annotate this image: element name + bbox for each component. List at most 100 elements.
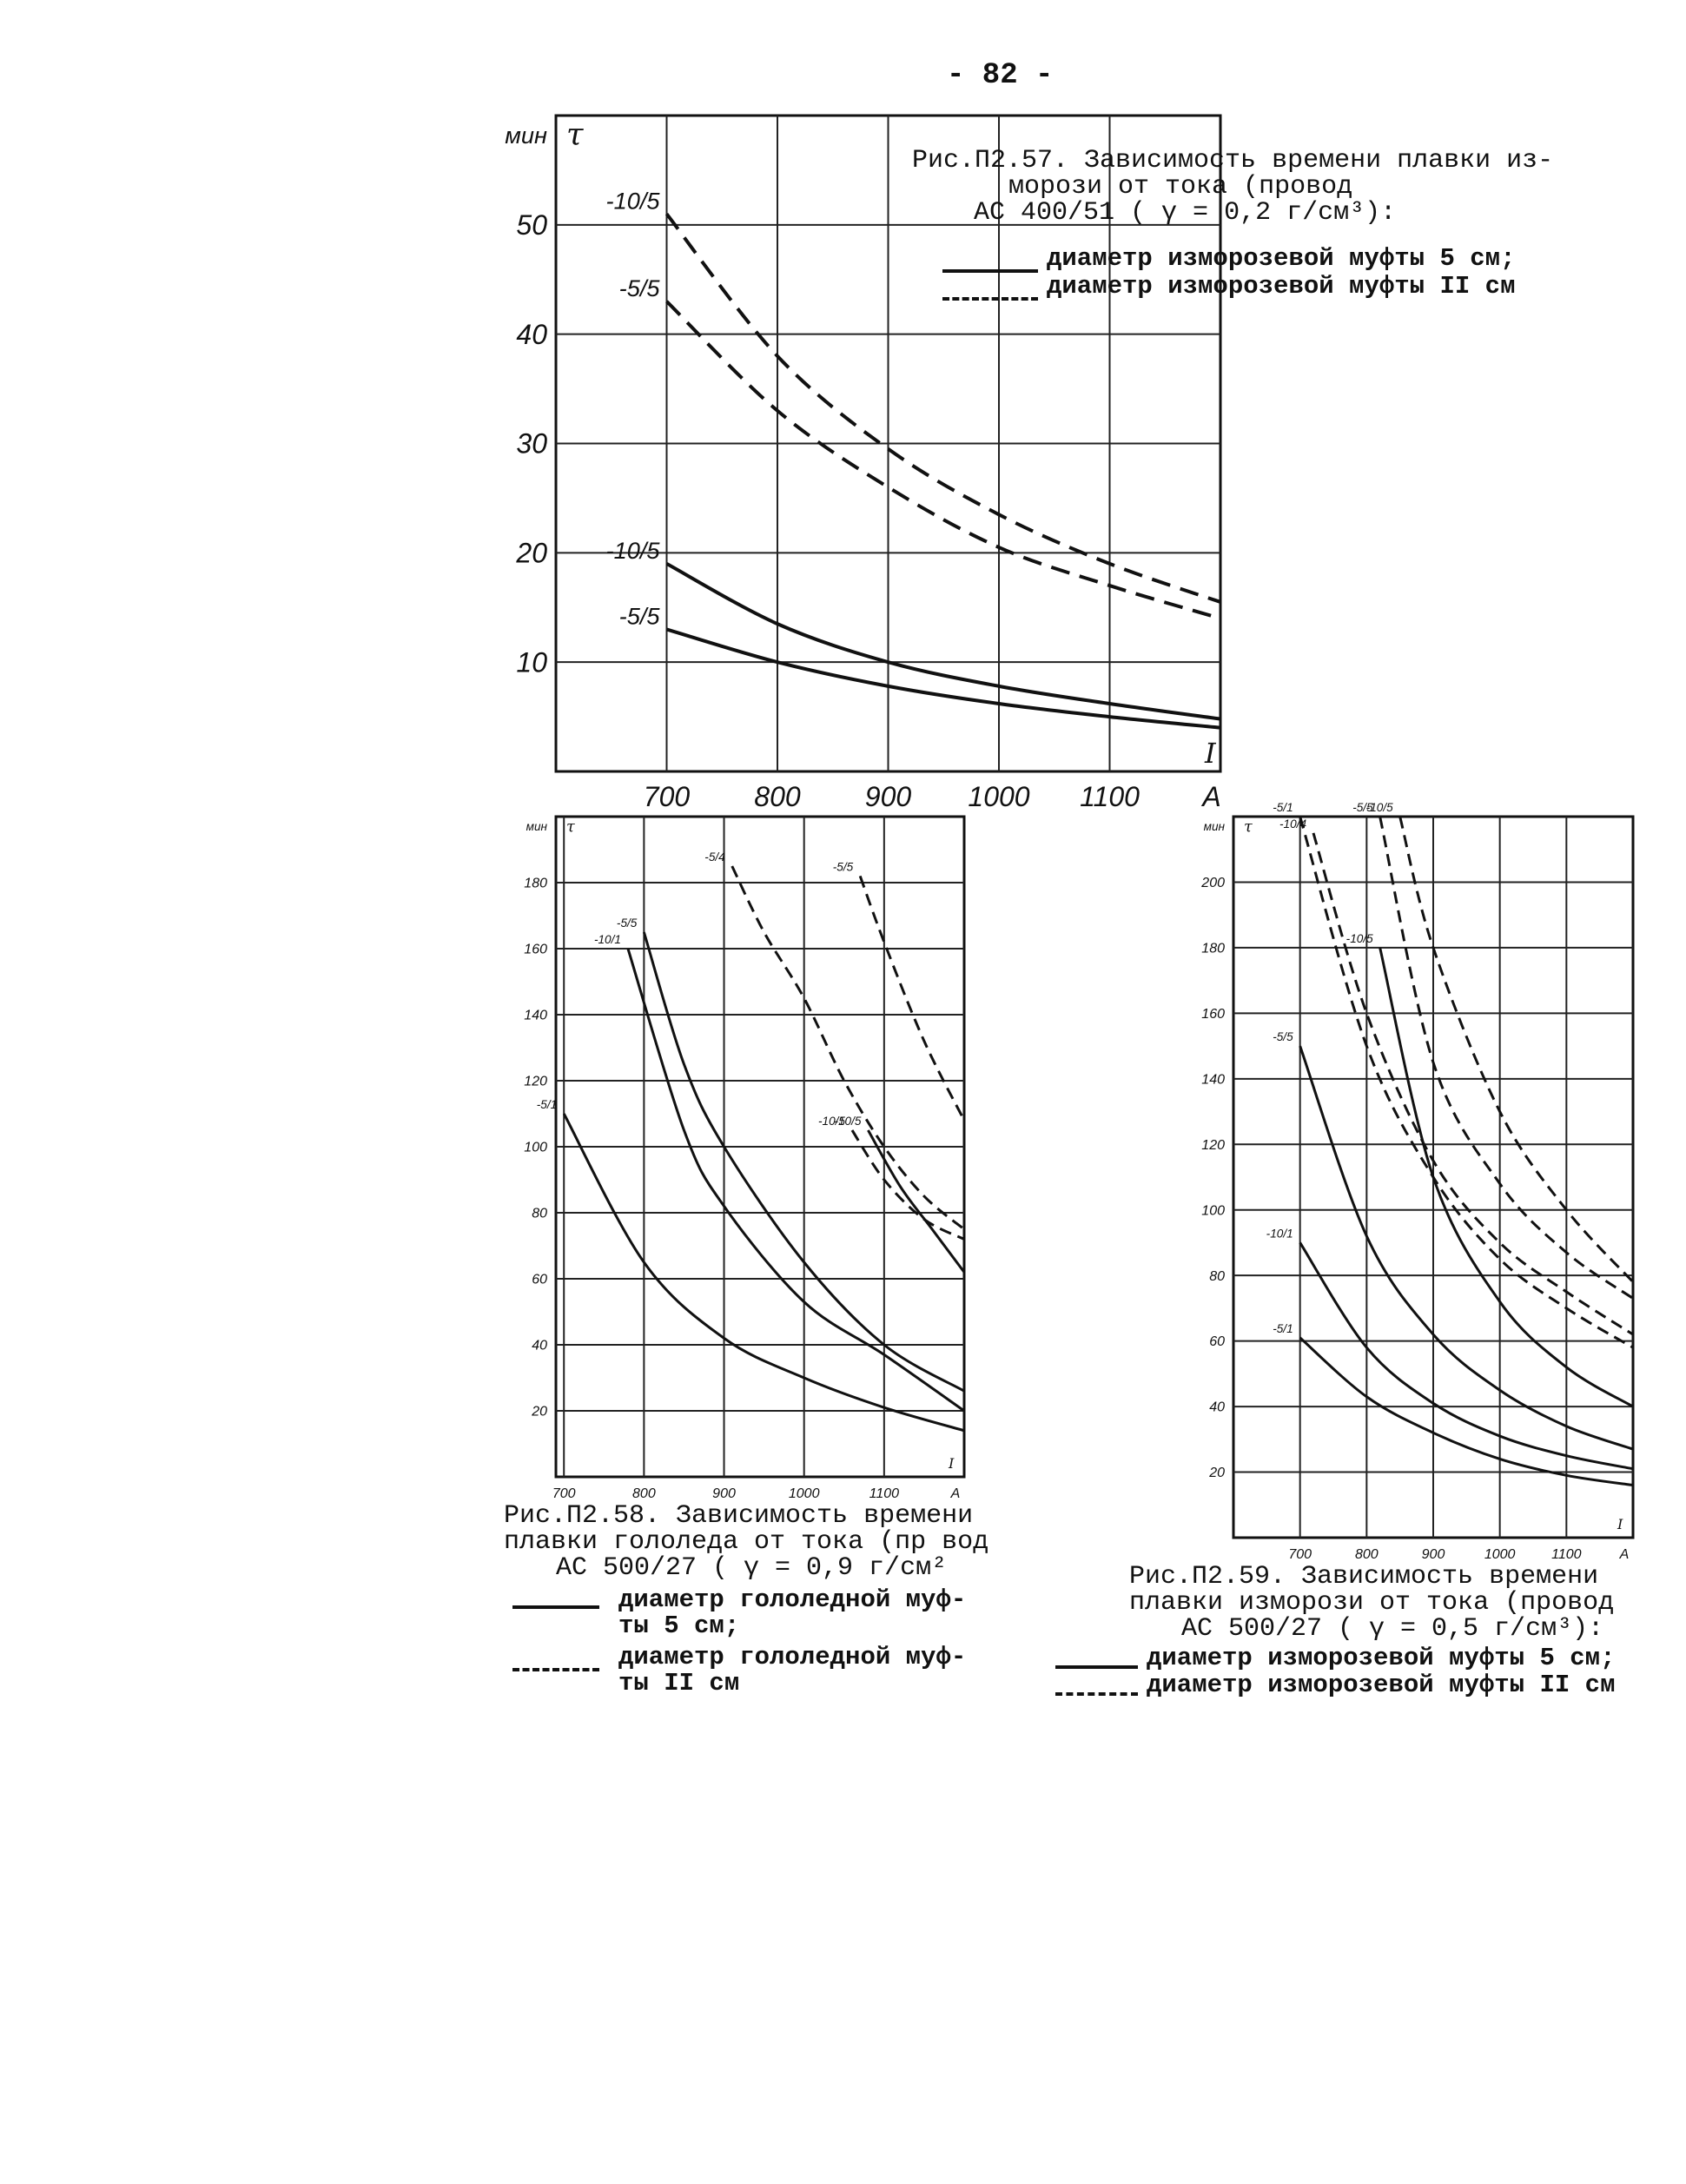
x-unit-label: A (1200, 781, 1220, 812)
series-line-solid (1299, 1336, 1634, 1487)
y-tick-label: 140 (1201, 1072, 1225, 1087)
series-line-solid (642, 931, 965, 1393)
series-line-dashed (850, 1129, 965, 1241)
caption-fig59: Рис.П2.59. Зависимость времени плавки из… (1129, 1564, 1614, 1642)
series-line-solid (665, 562, 1221, 721)
x-tick-label: 1100 (1080, 781, 1140, 812)
y-tick-label: 180 (524, 877, 547, 891)
series-line-dashed (665, 300, 1221, 620)
x-tick-label: 700 (1288, 1547, 1312, 1562)
y-unit-label: мин (505, 122, 547, 149)
y-symbol-label: τ (566, 117, 584, 153)
y-tick-label: 160 (524, 943, 547, 957)
y-symbol-label: τ (566, 818, 575, 836)
series-line-dashed (858, 875, 966, 1122)
x-tick-label: 900 (1422, 1547, 1445, 1562)
caption-line: плавки гололеда от тока (пр вод (504, 1527, 989, 1557)
x-tick-label: 1100 (869, 1486, 900, 1501)
y-tick-label: 20 (531, 1405, 547, 1420)
y-tick-label: 20 (1208, 1466, 1225, 1480)
page-number: - 82 - (947, 59, 1054, 92)
caption-line: плавки изморози от тока (провод (1129, 1588, 1615, 1618)
y-tick-label: 40 (516, 319, 547, 350)
series-label: -10/1 (1266, 1227, 1293, 1240)
caption-line: морози от тока (провод (1008, 172, 1353, 202)
series-label: -5/5 (833, 860, 854, 873)
series-label: -10/5 (1366, 801, 1393, 814)
series-line-dashed (731, 865, 965, 1231)
series-line-solid (867, 1129, 966, 1274)
series-label: -5/5 (1273, 1030, 1293, 1043)
caption-line: Рис.П2.57. Зависимость времени плавки из… (912, 146, 1554, 175)
series-line-solid (626, 948, 965, 1413)
series-line-solid (1299, 1241, 1634, 1471)
x-symbol-label: I (1617, 1516, 1623, 1532)
y-tick-label: 40 (532, 1339, 547, 1353)
series-line-solid (665, 627, 1221, 730)
caption-line: АС 500/27 ( γ = 0,5 г/см³): (1181, 1614, 1604, 1644)
legend-solid-line (1055, 1665, 1138, 1669)
series-line-dashed (1312, 832, 1634, 1336)
legend-dashed-line (942, 297, 1038, 301)
y-tick-label: 100 (524, 1141, 547, 1155)
y-tick-label: 120 (524, 1075, 547, 1089)
x-tick-label: 700 (552, 1486, 576, 1501)
series-label: -10/5 (606, 187, 661, 214)
y-tick-label: 60 (1209, 1334, 1225, 1349)
series-label: -5/4 (704, 850, 725, 864)
series-label: -5/5 (1352, 801, 1373, 814)
series-label: -10/1 (594, 933, 621, 946)
legend-text: диаметр гололедной муф- (618, 1585, 967, 1614)
series-line-solid (562, 1113, 965, 1433)
y-tick-label: 80 (532, 1207, 547, 1221)
y-tick-label: 60 (532, 1273, 547, 1287)
series-label: -5/5 (619, 275, 661, 301)
x-tick-label: 800 (754, 781, 801, 812)
x-tick-label: 1000 (1484, 1547, 1516, 1562)
x-symbol-label: I (948, 1455, 955, 1472)
y-tick-label: 180 (1201, 942, 1225, 956)
y-tick-label: 160 (1201, 1007, 1225, 1022)
y-tick-label: 200 (1200, 876, 1225, 890)
series-label: -5/1 (537, 1098, 557, 1111)
x-tick-label: 900 (712, 1486, 736, 1501)
legend-text: диаметр изморозевой муфты 5 см; (1147, 1644, 1616, 1672)
series-line-dashed (664, 213, 1221, 604)
x-tick-label: 800 (632, 1486, 656, 1501)
caption-line: АС 400/51 ( γ = 0,2 г/см³): (974, 198, 1397, 228)
legend-text: диаметр изморозевой муфты II см (1147, 1671, 1616, 1699)
series-label: -5/1 (1273, 1322, 1293, 1335)
legend-dashed-line (1055, 1692, 1138, 1696)
series-line-dashed (1299, 816, 1634, 1349)
x-tick-label: 900 (865, 781, 912, 812)
x-unit-label: A (950, 1486, 961, 1501)
series-line-solid (1379, 947, 1634, 1408)
caption-line: Рис.П2.58. Зависимость времени (504, 1501, 974, 1531)
caption-line: Рис.П2.59. Зависимость времени (1129, 1562, 1599, 1592)
legend-text: ты 5 см; (618, 1612, 740, 1640)
series-label: -10/5 (1346, 932, 1373, 945)
y-tick-label: 140 (524, 1009, 547, 1023)
y-tick-label: 30 (516, 428, 547, 460)
legend-solid-line (512, 1605, 599, 1609)
legend-text: ты II см (618, 1669, 740, 1698)
x-tick-label: 1000 (968, 781, 1029, 812)
caption-line: АС 500/27 ( γ = 0,9 г/см² (556, 1553, 948, 1583)
y-tick-label: 80 (1209, 1269, 1225, 1284)
legend-text: диаметр изморозевой муфты II см (1047, 272, 1516, 301)
x-tick-label: 800 (1355, 1547, 1379, 1562)
caption-fig58: Рис.П2.58. Зависимость времени плавки го… (504, 1503, 988, 1581)
series-label: -10/5 (834, 1115, 861, 1128)
legend-solid-line (942, 269, 1038, 273)
x-unit-label: A (1619, 1547, 1630, 1562)
x-tick-label: 700 (644, 781, 691, 812)
series-line-dashed (1379, 816, 1634, 1300)
caption-fig57: Рис.П2.57. Зависимость времени плавки из… (912, 148, 1553, 226)
y-symbol-label: τ (1244, 818, 1253, 836)
y-tick-label: 120 (1201, 1138, 1225, 1153)
series-label: -5/5 (617, 917, 638, 930)
series-label: -5/5 (619, 602, 661, 629)
